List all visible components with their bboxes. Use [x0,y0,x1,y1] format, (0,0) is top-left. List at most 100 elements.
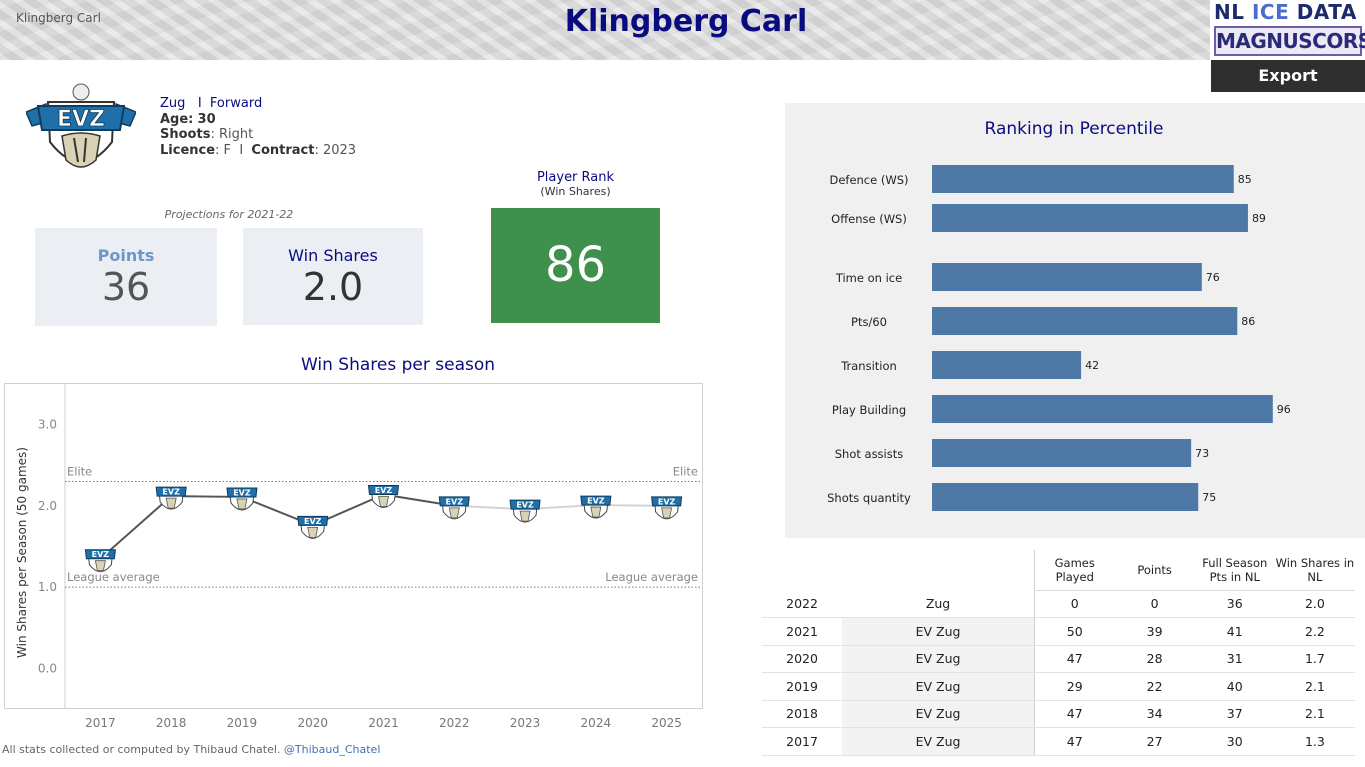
percentile-chart: Defence (WS) 85 Offense (WS) 89 Time on ice 7… [827,165,1291,511]
col-games-played: Games Played [1033,550,1115,591]
season-cell: 2021 [762,617,843,646]
table-row: 2018 EV Zug 47 34 37 2.1 [762,700,1355,728]
y-axis-label: Win Shares per Season (50 games) [15,447,29,658]
full-season-pts-cell: 36 [1194,590,1275,618]
age-value: 30 [197,111,216,127]
player-rank-title: Player Rank (Win Shares) [536,170,615,199]
chart-frame [4,383,703,709]
games-cell: 47 [1033,645,1115,673]
y-tick-label: 0.0 [38,661,57,675]
bar-category-label: Time on ice [835,271,902,285]
y-tick-label: 1.0 [38,580,57,594]
season-cell: 2017 [762,727,843,756]
brand-logo: NL ICE DATA MAGNUSCORSI [1210,0,1365,60]
x-tick-label: 2018 [156,716,187,730]
points-cell: 0 [1114,590,1195,618]
svg-text:EVZ: EVZ [57,107,105,132]
points-cell: 22 [1114,672,1195,701]
full-season-pts-cell: 31 [1194,645,1275,673]
percentile-chart-title: Ranking in Percentile [984,119,1164,139]
team-cell: EV Zug [842,617,1035,646]
bar-value-label: 75 [1202,491,1216,504]
export-button[interactable]: Export [1211,60,1365,92]
svg-text:EVZ: EVZ [304,517,322,526]
bar-value-label: 42 [1085,359,1099,372]
shoots-value: : Right [210,127,254,142]
data-point: EVZ [226,487,258,511]
svg-text:EVZ: EVZ [162,488,180,497]
win-shares-card: Win Shares 2.0 [243,228,423,325]
col-full-season-pts: Full Season Pts in NL [1194,550,1275,591]
games-cell: 47 [1033,700,1115,728]
win-shares-cell: 1.7 [1274,645,1355,673]
x-tick-label: 2017 [85,716,116,730]
x-tick-label: 2020 [297,716,328,730]
table-row: 2022 Zug 0 0 36 2.0 [762,590,1355,618]
bar-value-label: 76 [1206,271,1220,284]
points-value: 36 [101,265,151,309]
svg-text:EVZ: EVZ [92,550,110,559]
reference-label-left: Elite [67,465,92,479]
percentile-bar [932,351,1082,379]
svg-text:EVZ: EVZ [587,497,605,506]
col-win-shares: Win Shares in NL [1274,550,1355,591]
win-shares-cell: 2.1 [1274,672,1355,701]
data-point: EVZ [84,549,116,573]
player-name-small: Klingberg Carl [16,11,101,25]
win-shares-label: Win Shares [288,246,378,265]
svg-text:EVZ: EVZ [233,488,251,497]
page-title: Klingberg Carl [564,4,808,39]
win-shares-cell: 2.0 [1274,590,1355,618]
season-cell: 2020 [762,645,843,673]
projections-label: Projections for 2021-22 [164,208,294,221]
bar-category-label: Shot assists [835,447,904,461]
percentile-bar [932,395,1273,423]
data-point: EVZ [155,486,187,510]
win-shares-cell: 2.2 [1274,617,1355,646]
win-shares-chart-title: Win Shares per season [300,355,496,375]
percentile-bar [932,204,1248,232]
games-cell: 29 [1033,672,1115,701]
bar-category-label: Offense (WS) [831,212,907,226]
points-cell: 27 [1114,727,1195,756]
x-tick-label: 2025 [651,716,682,730]
table-row: 2019 EV Zug 29 22 40 2.1 [762,672,1355,701]
position: Forward [209,96,263,111]
points-card: Points 36 [35,228,217,326]
win-shares-cell: 1.3 [1274,727,1355,756]
footer-credit: All stats collected or computed by Thiba… [2,743,381,756]
x-tick-label: 2021 [368,716,399,730]
bar-category-label: Pts/60 [851,315,887,329]
table-row: 2021 EV Zug 50 39 41 2.2 [762,617,1355,646]
x-tick-label: 2023 [510,716,541,730]
col-points: Points [1114,550,1195,591]
win-shares-cell: 2.1 [1274,700,1355,728]
player-info: Zug I Forward Age: 30 Shoots: Right Lice… [160,96,357,158]
author-link[interactable]: @Thibaud_Chatel [283,743,381,756]
x-tick-label: 2024 [581,716,612,730]
svg-text:EVZ: EVZ [516,501,534,510]
points-cell: 39 [1114,617,1195,646]
data-point: EVZ [580,495,612,519]
bar-category-label: Transition [840,359,897,373]
games-cell: 0 [1033,590,1115,618]
games-cell: 50 [1033,617,1115,646]
points-label: Points [97,246,155,265]
data-point: EVZ [438,496,470,520]
season-cell: 2022 [762,590,843,618]
percentile-bar [932,483,1199,511]
reference-label-left: League average [67,570,160,584]
win-shares-chart: 0.0 1.0 2.0 3.0 Win Shares per Season (50 ga… [4,383,703,730]
season-cell: 2019 [762,672,843,701]
bar-value-label: 73 [1195,447,1209,460]
season-cell: 2018 [762,700,843,728]
reference-label-right: League average [605,570,698,584]
y-tick-label: 3.0 [38,418,57,432]
table-row: 2017 EV Zug 47 27 30 1.3 [762,727,1355,756]
bar-category-label: Defence (WS) [829,173,908,187]
licence-value: : F [215,142,232,158]
header-banner: Klingberg Carl Klingberg Carl [0,0,1210,60]
team-cell: EV Zug [842,672,1035,701]
svg-text:EVZ: EVZ [375,486,393,495]
series-segment [99,495,172,560]
